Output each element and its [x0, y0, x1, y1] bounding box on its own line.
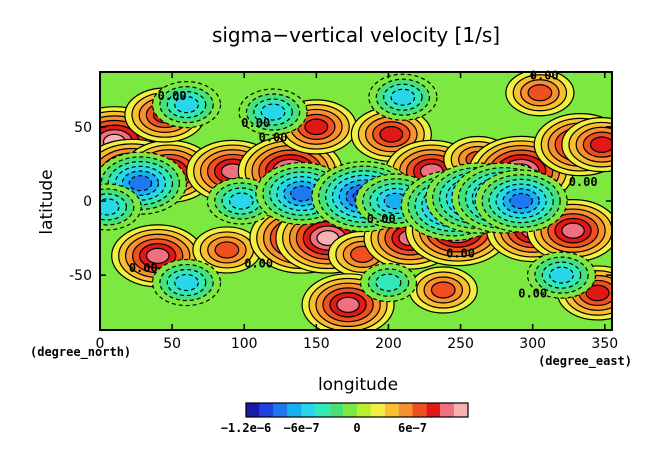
- contour-extremum: [238, 88, 308, 136]
- x-tick-label: 300: [519, 336, 546, 352]
- colorbar-swatch: [440, 403, 455, 417]
- x-tick-label: 350: [591, 336, 618, 352]
- x-tick-label: 50: [163, 336, 181, 352]
- colorbar-swatch: [273, 403, 288, 417]
- contour-label: 0.00: [530, 68, 559, 82]
- colorbar: −1.2e−6 −6e−7 0 6e−7: [221, 402, 469, 435]
- chart-title: sigma−vertical velocity [1/s]: [212, 23, 500, 47]
- x-tick-label: 200: [375, 336, 402, 352]
- colorbar-swatch: [384, 403, 399, 417]
- x-unit-label: (degree_east): [538, 354, 632, 369]
- contour-label: 0.00: [518, 286, 547, 300]
- colorbar-frame: [245, 402, 469, 418]
- contour-extremum: [561, 117, 612, 173]
- contour-ring: [561, 222, 585, 239]
- contour-ring: [585, 284, 610, 302]
- colorbar-swatch: [412, 403, 427, 417]
- colorbar-tick-label: 6e−7: [398, 421, 427, 435]
- contour-label: 0.00: [446, 246, 475, 260]
- colorbar-swatch: [454, 403, 469, 417]
- y-tick-label: -50: [69, 268, 92, 284]
- colorbar-swatch: [301, 403, 316, 417]
- contour-extremum: [359, 262, 418, 303]
- contour-ring: [174, 273, 199, 292]
- contour-ring: [430, 281, 456, 299]
- contour-ring: [589, 136, 612, 153]
- colorbar-tick-label: −6e−7: [283, 421, 319, 435]
- contour-ring: [336, 296, 360, 313]
- colorbar-swatch: [370, 403, 385, 417]
- x-tick-label: 150: [303, 336, 330, 352]
- x-tick-label: 250: [447, 336, 474, 352]
- contour-label: 0.00: [367, 212, 396, 226]
- contour-ring: [260, 103, 286, 121]
- y-unit-label: (degree_north): [30, 345, 131, 360]
- contour-extremum: [368, 73, 438, 121]
- contour-ring: [214, 241, 240, 259]
- colorbar-swatch: [287, 403, 302, 417]
- contour-extremum: [505, 72, 575, 117]
- contour-extremum: [100, 183, 142, 231]
- colorbar-tick-label: 0: [353, 421, 360, 435]
- colorbar-swatch: [426, 403, 441, 417]
- contour-ring: [145, 247, 170, 264]
- contour-extremum: [192, 226, 262, 274]
- contour-field: [100, 72, 612, 330]
- contour-label: 0.00: [569, 175, 598, 189]
- contour-label: 0.00: [259, 131, 288, 145]
- x-tick-label: 0: [96, 336, 105, 352]
- contour-extremum: [556, 265, 612, 321]
- y-axis: -50 0 50: [69, 120, 612, 284]
- contour-label: 0.00: [244, 257, 273, 271]
- colorbar-swatch: [329, 403, 344, 417]
- y-tick-label: 0: [83, 194, 92, 210]
- contour-extremum: [151, 81, 222, 129]
- x-tick-label: 100: [231, 336, 258, 352]
- contour-ring: [390, 88, 416, 106]
- contour-ring: [375, 273, 402, 292]
- contour-ring: [379, 125, 404, 143]
- contour-extremum: [408, 266, 478, 314]
- contour-label: 0.00: [241, 116, 270, 130]
- colorbar-tick-label: −1.2e−6: [221, 421, 272, 435]
- contour-extremum: [151, 258, 222, 307]
- colorbar-swatch: [357, 403, 371, 417]
- contour-ring: [527, 84, 553, 102]
- contour-extremum: [301, 273, 395, 330]
- contour-extremum: [206, 177, 276, 225]
- contour-extremum: [275, 99, 357, 155]
- colorbar-swatch: [398, 403, 413, 417]
- contour-labels: 0.000.000.000.000.000.000.000.000.000.00: [129, 68, 598, 300]
- contour-ring: [128, 175, 153, 192]
- contour-ring: [290, 185, 314, 202]
- colorbar-swatch: [315, 403, 330, 417]
- contour-ring: [174, 96, 199, 114]
- x-axis: 0 50 100 150 200 250 300 350: [96, 72, 618, 352]
- contour-ring: [100, 198, 120, 216]
- contour-ring: [228, 192, 254, 210]
- colorbar-swatch: [343, 403, 358, 417]
- contour-ring: [549, 266, 574, 284]
- colorbar-swatch: [246, 403, 260, 417]
- contour-ring: [509, 192, 533, 210]
- contour-ring: [304, 118, 329, 136]
- contour-label: 0.00: [129, 261, 158, 275]
- y-axis-label: latitude: [37, 169, 57, 234]
- contour-extremum: [474, 169, 568, 233]
- contour-label: 0.00: [158, 89, 187, 103]
- y-tick-label: 50: [74, 120, 92, 136]
- x-axis-label: longitude: [318, 375, 398, 395]
- colorbar-swatch: [259, 403, 274, 417]
- contour-extremum: [526, 251, 597, 299]
